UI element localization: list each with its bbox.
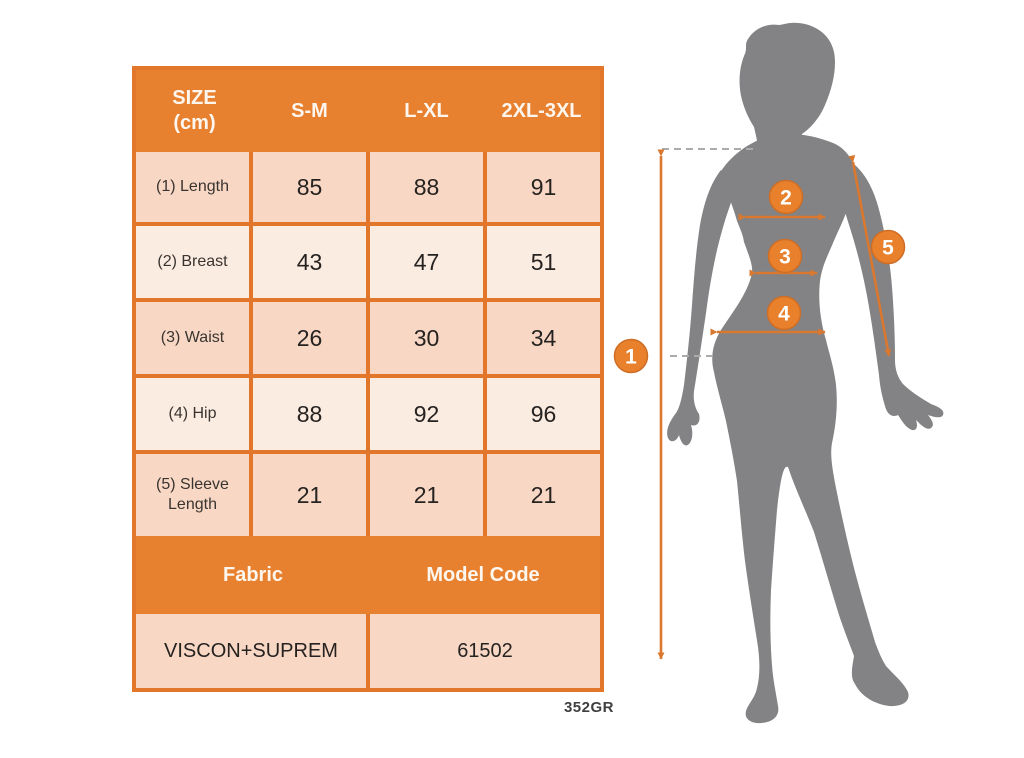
length-lxl: 88 <box>370 152 483 222</box>
badge-3: 3 <box>767 238 803 274</box>
model-code-value: 61502 <box>370 614 600 688</box>
waist-sm: 26 <box>253 302 366 374</box>
svg-text:1: 1 <box>625 346 637 369</box>
svg-text:3: 3 <box>779 246 791 269</box>
breast-lxl: 47 <box>370 226 483 298</box>
row-label-length: (1) Length <box>136 152 249 222</box>
hip-sm: 88 <box>253 378 366 450</box>
waist-lxl: 30 <box>370 302 483 374</box>
length-2xl3xl: 91 <box>487 152 600 222</box>
svg-text:4: 4 <box>778 303 790 326</box>
measurement-figure: 1 2 3 4 5 <box>598 15 1000 750</box>
measurement-arrows <box>657 149 892 660</box>
fabric-value: VISCON+SUPREM <box>136 614 366 688</box>
length-sm: 85 <box>253 152 366 222</box>
sleeve-2xl3xl: 21 <box>487 454 600 536</box>
svg-text:5: 5 <box>882 237 894 260</box>
row-label-sleeve-length: (5) Sleeve Length <box>136 454 249 536</box>
row-label-waist: (3) Waist <box>136 302 249 374</box>
head-silhouette <box>739 22 835 164</box>
breast-2xl3xl: 51 <box>487 226 600 298</box>
row-label-hip: (4) Hip <box>136 378 249 450</box>
sleeve-arrow <box>848 154 892 357</box>
svg-text:2: 2 <box>780 187 792 210</box>
product-code: 352GR <box>563 699 614 716</box>
left-arm-silhouette <box>667 170 735 446</box>
size-header-line1: SIZE <box>172 87 217 109</box>
size-table: SIZE (cm) S-M L-XL 2XL-3XL (1) Length 85… <box>132 66 604 692</box>
waist-2xl3xl: 34 <box>487 302 600 374</box>
hip-2xl3xl: 96 <box>487 378 600 450</box>
hip-lxl: 92 <box>370 378 483 450</box>
row-label-breast: (2) Breast <box>136 226 249 298</box>
right-arm-silhouette <box>837 165 944 431</box>
breast-sm: 43 <box>253 226 366 298</box>
size-unit-header: SIZE (cm) <box>136 70 253 152</box>
column-header-sm: S-M <box>249 70 370 152</box>
model-code-header: Model Code <box>366 536 600 614</box>
torso-legs-silhouette <box>712 133 909 724</box>
sleeve-lxl: 21 <box>370 454 483 536</box>
measure-badges: 1 2 3 4 5 <box>613 179 906 374</box>
sleeve-sm: 21 <box>253 454 366 536</box>
badge-1: 1 <box>613 338 649 374</box>
size-header-line2: (cm) <box>173 112 216 134</box>
column-header-2xl3xl: 2XL-3XL <box>483 70 600 152</box>
fabric-header: Fabric <box>136 536 370 614</box>
badge-4: 4 <box>766 295 802 331</box>
column-header-lxl: L-XL <box>366 70 487 152</box>
badge-5: 5 <box>870 229 906 265</box>
badge-2: 2 <box>768 179 804 215</box>
body-silhouette <box>667 22 944 724</box>
